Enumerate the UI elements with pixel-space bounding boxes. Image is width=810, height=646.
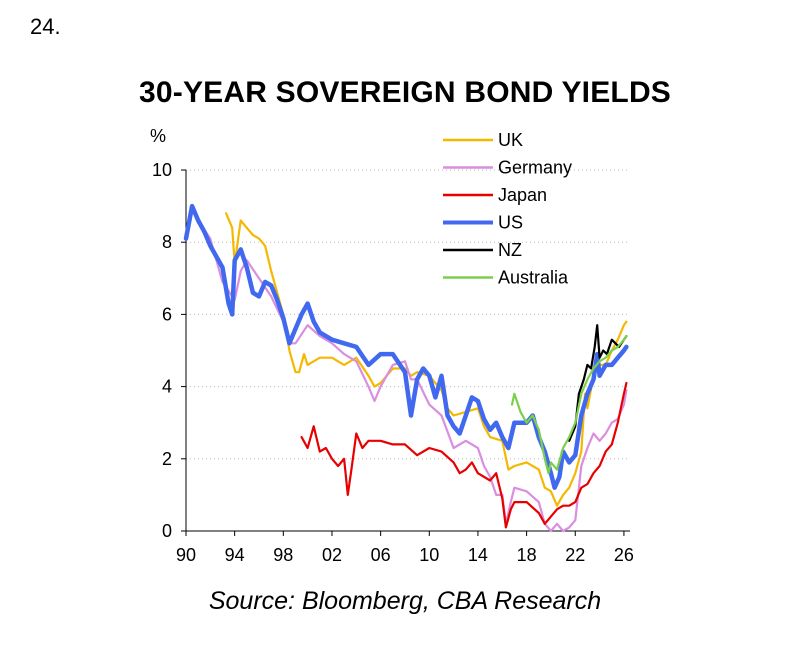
legend-label-us: US	[498, 213, 523, 233]
x-tick-label: 98	[273, 545, 293, 565]
x-tick-label: 22	[565, 545, 585, 565]
series-line-australia	[510, 335, 628, 475]
x-tick-label: 10	[419, 545, 439, 565]
y-tick-label: 4	[162, 377, 172, 397]
x-axis-ticks: 90 94 98 02 06 10 14 18 22 26	[176, 531, 634, 565]
y-tick-label: 0	[162, 521, 172, 541]
series-line-japan	[300, 381, 628, 529]
legend-label-japan: Japan	[498, 185, 547, 205]
x-tick-label: 26	[614, 545, 634, 565]
page-number: 24.	[30, 14, 61, 39]
x-tick-label: 14	[468, 545, 488, 565]
series-line-germany	[191, 208, 628, 533]
x-tick-label: 90	[176, 545, 196, 565]
legend-label-australia: Australia	[498, 268, 569, 288]
y-tick-label: 8	[162, 232, 172, 252]
legend-label-uk: UK	[498, 130, 523, 150]
legend: UK Germany Japan US NZ Australia	[443, 130, 572, 288]
y-tick-label: 6	[162, 304, 172, 324]
y-tick-label: 2	[162, 449, 172, 469]
y-axis-ticks: 0 2 4 6 8 10	[152, 160, 186, 541]
legend-label-nz: NZ	[498, 240, 522, 260]
source-note: Source: Bloomberg, CBA Research	[208, 587, 602, 615]
gridlines	[186, 169, 630, 460]
y-tick-label: 10	[152, 160, 172, 180]
x-tick-label: 94	[225, 545, 245, 565]
x-tick-label: 06	[371, 545, 391, 565]
legend-label-germany: Germany	[498, 158, 572, 178]
y-axis-label: %	[150, 126, 166, 146]
plot-area	[183, 203, 629, 533]
series-line-nz	[568, 324, 628, 442]
x-tick-label: 18	[517, 545, 537, 565]
series-line-uk	[225, 212, 628, 507]
x-tick-label: 02	[322, 545, 342, 565]
series-line-us	[183, 203, 629, 490]
chart-title: 30-YEAR SOVEREIGN BOND YIELDS	[138, 76, 672, 109]
